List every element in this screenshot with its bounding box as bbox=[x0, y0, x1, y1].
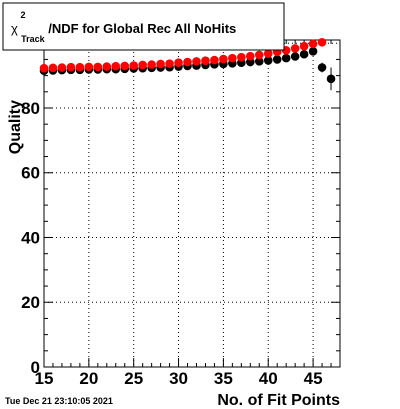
data-point bbox=[308, 47, 318, 56]
y-tick-label: 40 bbox=[21, 228, 40, 247]
data-point bbox=[129, 61, 138, 70]
x-axis-label: No. of Fit Points bbox=[217, 392, 340, 409]
x-tick-label: 45 bbox=[304, 369, 323, 388]
data-point bbox=[66, 62, 76, 72]
data-markers bbox=[39, 37, 336, 91]
data-point bbox=[39, 63, 49, 73]
grid-lines bbox=[44, 40, 340, 367]
y-tick-label: 60 bbox=[21, 164, 40, 183]
data-point bbox=[281, 53, 291, 63]
data-point bbox=[201, 56, 210, 66]
data-point bbox=[326, 74, 336, 84]
x-tick-label: 25 bbox=[124, 369, 143, 388]
data-point bbox=[317, 63, 327, 72]
data-point bbox=[317, 37, 327, 47]
y-tick-label: 80 bbox=[21, 99, 40, 118]
data-point bbox=[228, 53, 237, 63]
data-point bbox=[138, 60, 147, 70]
footer-timestamp: Tue Dec 21 23:10:05 2021 bbox=[5, 396, 113, 406]
data-point bbox=[111, 61, 121, 71]
data-point bbox=[299, 41, 309, 51]
title-box: χ 2 Track /NDF for Global Rec All NoHits bbox=[2, 2, 285, 51]
data-point bbox=[57, 63, 67, 72]
x-tick-label: 35 bbox=[214, 369, 233, 388]
y-axis-label: Quality bbox=[7, 100, 24, 154]
title-text: /NDF for Global Rec All NoHits bbox=[48, 21, 236, 36]
data-point bbox=[254, 50, 264, 60]
data-point bbox=[147, 60, 156, 69]
tick-labels: 15 20 25 30 35 40 45 0 20 40 60 80 bbox=[21, 99, 322, 388]
x-tick-label: 15 bbox=[35, 369, 54, 388]
svg-text:χ 2 Track /N: χ 2 Track /NDF for Global Rec All NoHits bbox=[11, 6, 236, 45]
data-point bbox=[254, 57, 264, 66]
data-point bbox=[308, 39, 318, 49]
data-point bbox=[165, 59, 174, 68]
data-point bbox=[290, 44, 300, 53]
data-point bbox=[219, 54, 228, 64]
data-point bbox=[237, 52, 246, 62]
data-point bbox=[263, 56, 273, 65]
title-chi-symbol: χ bbox=[11, 21, 18, 36]
data-point bbox=[263, 49, 273, 58]
x-tick-label: 30 bbox=[169, 369, 188, 388]
data-point bbox=[93, 62, 103, 72]
data-point bbox=[272, 55, 282, 64]
x-tick-label: 20 bbox=[79, 369, 98, 388]
data-point bbox=[48, 63, 58, 73]
plot-frame bbox=[43, 39, 341, 368]
data-point bbox=[174, 58, 183, 67]
data-point bbox=[102, 62, 112, 71]
data-point bbox=[120, 61, 130, 71]
data-point bbox=[210, 55, 219, 65]
y-tick-label: 0 bbox=[31, 358, 40, 377]
title-superscript: 2 bbox=[20, 10, 25, 20]
data-point bbox=[156, 59, 165, 69]
axis-ticks bbox=[43, 40, 341, 368]
x-tick-label: 40 bbox=[259, 369, 278, 388]
data-point bbox=[75, 62, 85, 72]
data-point bbox=[246, 51, 255, 61]
data-point bbox=[84, 62, 94, 72]
title-subscript: Track bbox=[21, 34, 46, 44]
data-point bbox=[299, 49, 309, 59]
data-point bbox=[183, 57, 192, 67]
data-point bbox=[192, 57, 201, 66]
data-point bbox=[290, 52, 300, 61]
y-tick-label: 20 bbox=[21, 293, 40, 312]
